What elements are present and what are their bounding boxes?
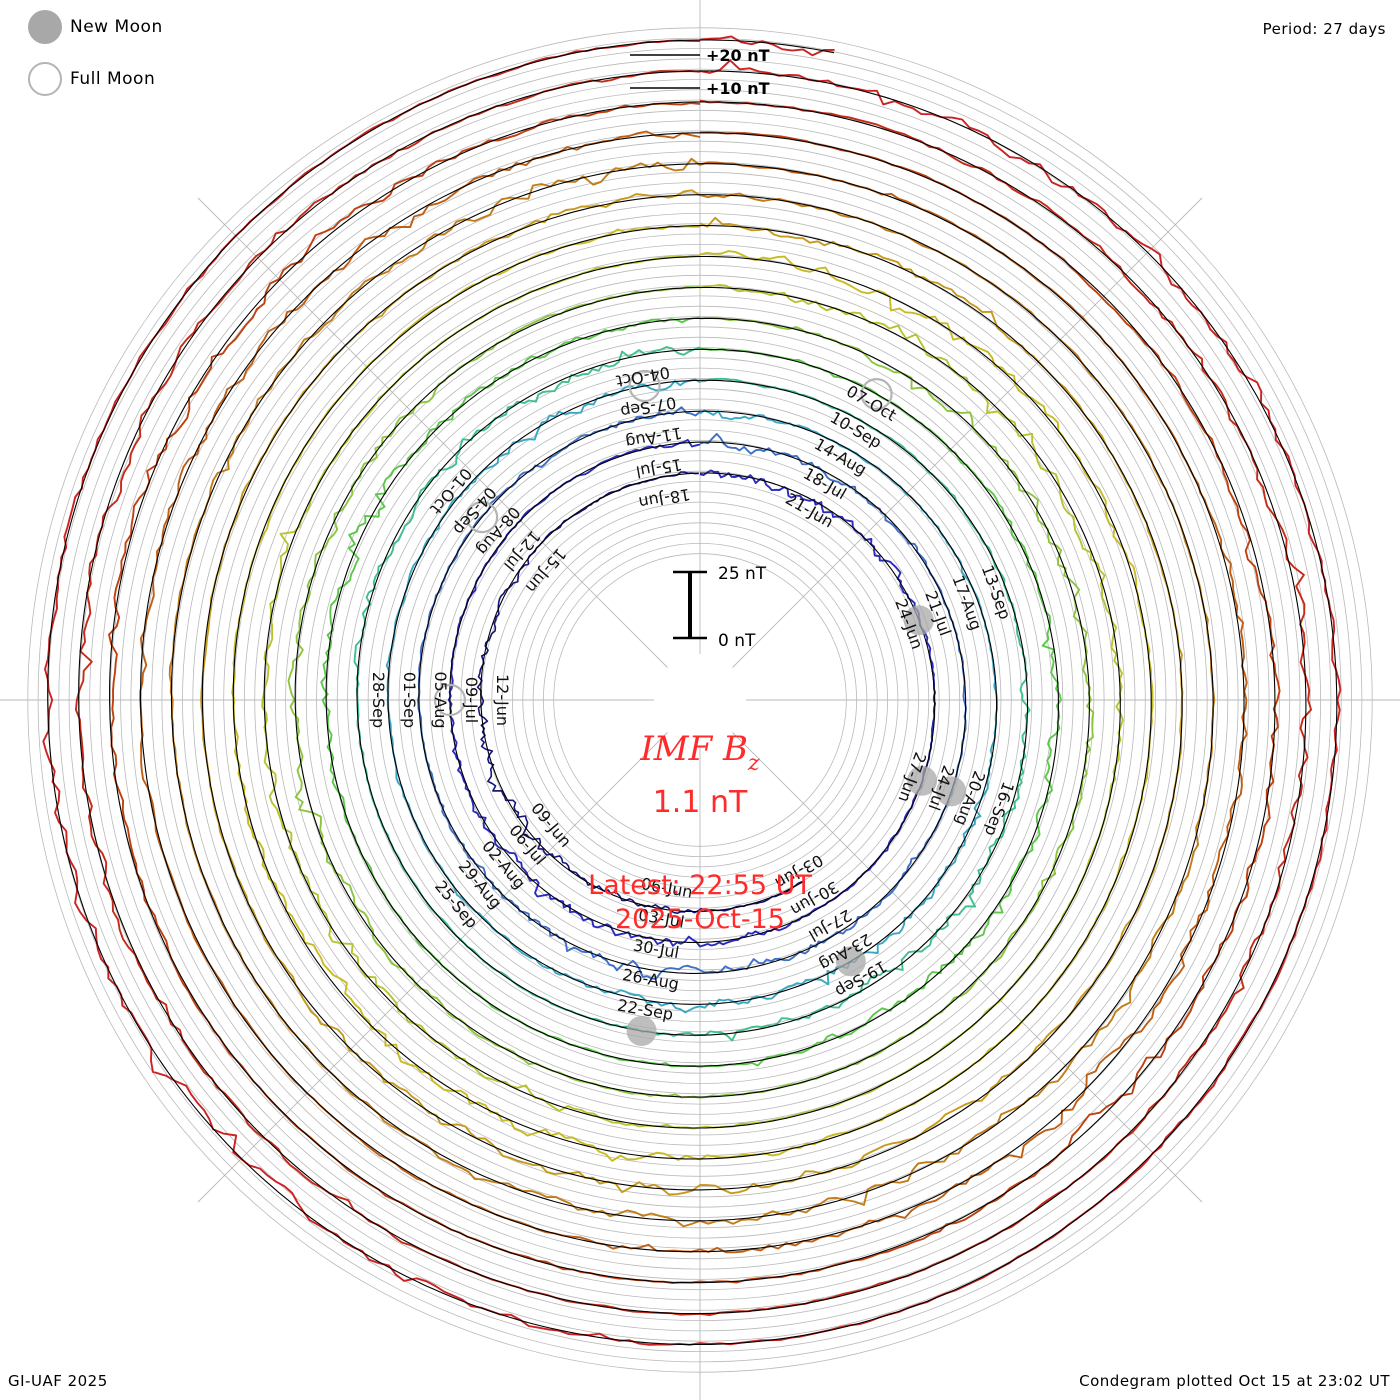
date-label: 01-Sep: [400, 672, 419, 728]
center-latest-date: 2025-Oct-15: [615, 904, 785, 935]
spiral-baseline: [170, 163, 1214, 1222]
spiral-baseline: [387, 379, 998, 1005]
axis-tick-label-10: +10 nT: [706, 79, 770, 98]
grid-spoke: [732, 732, 1203, 1203]
new-moon-marker-icon: [936, 776, 967, 807]
new-moon-marker-icon: [835, 946, 866, 977]
spiral-trace: [42, 39, 1342, 1346]
spiral-baseline: [356, 348, 1029, 1036]
spiral-baseline: [139, 132, 1245, 1253]
plotted-timestamp-label: Condegram plotted Oct 15 at 23:02 UT: [1079, 1372, 1390, 1390]
spiral-baseline: [263, 255, 1121, 1129]
full-moon-marker-icon: [860, 378, 893, 411]
spiral-trace: [200, 189, 1184, 1196]
date-label: 05-Aug: [431, 671, 450, 728]
spiral-trace: [108, 102, 1281, 1285]
axis-tick-label-20: +20 nT: [706, 46, 770, 65]
full-moon-marker-icon: [628, 369, 661, 403]
radial-axis-labels: +20 nT +10 nT: [630, 46, 770, 98]
date-label: 28-Sep: [369, 672, 388, 728]
new-moon-legend-label: New Moon: [70, 17, 163, 37]
date-label: 13-Sep: [978, 563, 1015, 622]
date-label: 09-Jul: [462, 677, 481, 723]
spiral-baseline: [294, 286, 1090, 1098]
date-label: 30-Jul: [632, 936, 681, 963]
full-moon-legend-label: Full Moon: [70, 69, 156, 89]
spiral-baseline: [449, 441, 936, 943]
center-annotation: IMF Bz 1.1 nT Latest: 22:55 UT 2025-Oct-…: [588, 729, 812, 935]
scalebar-bottom-label: 0 nT: [718, 631, 756, 651]
spiral-baseline: [78, 70, 1307, 1315]
date-label: 26-Aug: [621, 965, 680, 994]
new-moon-swatch-icon: [28, 10, 62, 44]
full-moon-marker-icon: [466, 500, 499, 534]
spiral-baseline: [232, 225, 1152, 1160]
grid-spoke: [197, 732, 668, 1203]
spiral-baseline: [47, 39, 1338, 1346]
center-title-main: IMF B: [639, 729, 748, 769]
center-title: IMF Bz: [639, 729, 760, 776]
spiral-trace: [320, 316, 1062, 1068]
spiral-baseline: [700, 39, 835, 54]
new-moon-marker-icon: [907, 765, 938, 796]
center-latest-time: Latest: 22:55 UT: [588, 870, 812, 901]
scale-bar: 25 nT 0 nT: [673, 564, 767, 651]
center-title-subscript: z: [747, 751, 760, 776]
spiral-baseline: [418, 410, 967, 974]
spiral-baseline: [325, 317, 1059, 1067]
spiral-trace: [287, 285, 1095, 1099]
new-moon-marker-icon: [903, 605, 934, 636]
scalebar-top-label: 25 nT: [718, 564, 767, 584]
spiral-baseline: [201, 194, 1183, 1191]
new-moon-marker-icon: [626, 1016, 657, 1046]
spiral-baseline: [480, 472, 805, 913]
moon-markers: [433, 369, 967, 1046]
credit-label: GI-UAF 2025: [8, 1372, 108, 1390]
full-moon-swatch-icon: [28, 62, 62, 96]
center-value: 1.1 nT: [653, 785, 748, 820]
spiral-baseline: [109, 101, 1276, 1284]
spiral-traces: [42, 35, 1342, 1346]
period-label: Period: 27 days: [1262, 20, 1386, 38]
date-label: 12-Jun: [493, 674, 512, 726]
full-moon-marker-icon: [433, 683, 466, 717]
date-label: 15-Jul: [635, 455, 684, 482]
spiral-baselines: [47, 39, 1338, 1346]
